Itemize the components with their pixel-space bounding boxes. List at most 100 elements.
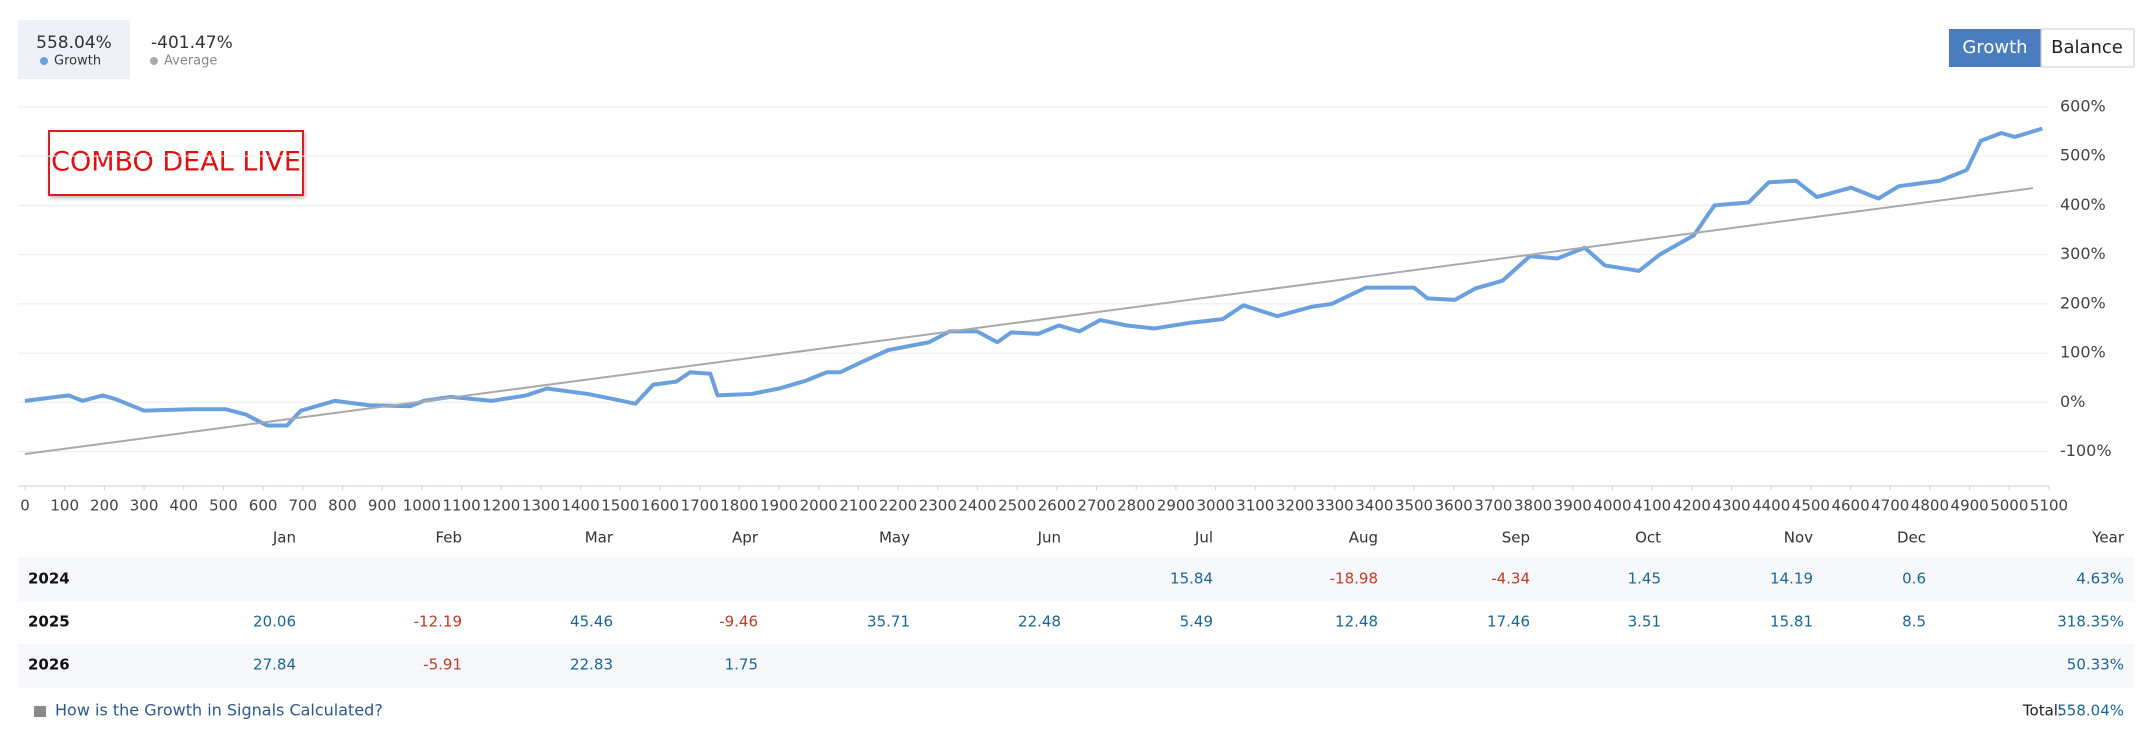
row-year: 2024 [28,570,70,588]
legend-label: Growth [54,54,101,69]
table-header: Oct [1635,529,1661,547]
x-tick-label: 600 [249,497,278,515]
x-tick-label: 3700 [1474,497,1512,515]
tab-active[interactable] [18,20,130,79]
x-tick-label: 2400 [958,497,996,515]
table-cell: 17.46 [1487,613,1530,631]
total-value: 558.04% [2057,702,2124,720]
total-label: Total: [2022,702,2063,720]
table-cell: 27.84 [253,656,296,674]
x-tick-label: 4500 [1792,497,1830,515]
x-tick-label: 2900 [1157,497,1195,515]
x-tick-label: 2600 [1038,497,1076,515]
x-tick-label: 800 [328,497,357,515]
table-header: Jun [1037,529,1061,547]
help-link[interactable]: How is the Growth in Signals Calculated? [55,701,383,720]
row-year: 2025 [28,613,70,631]
table-cell: 0.6 [1902,570,1926,588]
x-tick-label: 4300 [1712,497,1750,515]
row-band [18,557,2134,601]
table-header: Apr [732,529,759,547]
x-tick-label: 3400 [1355,497,1393,515]
x-tick-label: 3100 [1236,497,1274,515]
table-cell: 20.06 [253,613,296,631]
x-tick-label: 2200 [879,497,917,515]
table-header: Feb [435,529,462,547]
x-tick-label: 4800 [1911,497,1949,515]
x-tick-label: 2100 [839,497,877,515]
legend-label: Average [164,54,217,69]
table-cell: 15.84 [1170,570,1213,588]
x-tick-label: 1400 [562,497,600,515]
legend-dot [150,57,158,65]
x-tick-label: 4600 [1831,497,1869,515]
x-tick-label: 4000 [1593,497,1631,515]
table-cell: 35.71 [867,613,910,631]
x-tick-label: 3600 [1435,497,1473,515]
y-tick-label: 400% [2060,195,2106,214]
x-tick-label: 1000 [403,497,441,515]
button-label: Growth [1962,37,2027,58]
table-header: Dec [1897,529,1926,547]
balance-button[interactable] [2040,28,2135,68]
table-cell: -18.98 [1330,570,1378,588]
x-tick-label: 5000 [1990,497,2028,515]
table-cell: 318.35% [2057,613,2124,631]
y-tick-label: 500% [2060,146,2106,165]
x-tick-label: 200 [90,497,119,515]
table-cell: -5.91 [423,656,462,674]
x-tick-label: 1500 [601,497,639,515]
x-tick-label: 700 [288,497,317,515]
table-cell: 4.63% [2076,570,2124,588]
table-cell: -9.46 [719,613,758,631]
x-tick-label: 1300 [522,497,560,515]
table-cell: 1.75 [725,656,758,674]
table-cell: 5.49 [1180,613,1213,631]
table-cell: 45.46 [570,613,613,631]
x-tick-label: 500 [209,497,238,515]
y-tick-label: 100% [2060,343,2106,362]
table-header: Mar [585,529,614,547]
annotation: COMBO DEAL LIVE [51,147,301,178]
x-tick-label: 1100 [442,497,480,515]
x-tick-label: 3900 [1554,497,1592,515]
x-tick-label: 1700 [681,497,719,515]
table-header: Sep [1502,529,1530,547]
growth-button[interactable] [1949,29,2041,67]
x-tick-label: 3200 [1276,497,1314,515]
x-tick-label: 2500 [998,497,1036,515]
x-tick-label: 3800 [1514,497,1552,515]
x-tick-label: 3300 [1316,497,1354,515]
series-line [24,187,2034,455]
x-tick-label: 0 [20,497,30,515]
x-tick-label: 1600 [641,497,679,515]
table-cell: -4.34 [1491,570,1530,588]
annotation-box [48,130,304,196]
x-tick-label: 4100 [1633,497,1671,515]
x-tick-label: 4400 [1752,497,1790,515]
tab-value: 558.04% [36,33,112,53]
table-header: May [879,529,910,547]
table-cell: 22.48 [1018,613,1061,631]
y-tick-label: 600% [2060,96,2106,115]
x-tick-label: 5100 [2030,497,2068,515]
x-tick-label: 4200 [1673,497,1711,515]
x-tick-label: 4900 [1951,497,1989,515]
x-tick-label: 4700 [1871,497,1909,515]
table-cell: 3.51 [1628,613,1661,631]
table-cell: 12.48 [1335,613,1378,631]
y-tick-label: 0% [2060,392,2085,411]
button-label: Balance [2051,37,2123,58]
x-tick-label: 3000 [1196,497,1234,515]
x-tick-label: 2000 [800,497,838,515]
x-tick-label: 400 [169,497,198,515]
table-cell: 50.33% [2067,656,2124,674]
row-band [18,644,2134,688]
x-tick-label: 1200 [482,497,520,515]
table-cell: 15.81 [1770,613,1813,631]
series-line [24,126,2043,428]
row-year: 2026 [28,656,70,674]
x-tick-label: 2800 [1117,497,1155,515]
tab-value: -401.47% [151,33,233,53]
